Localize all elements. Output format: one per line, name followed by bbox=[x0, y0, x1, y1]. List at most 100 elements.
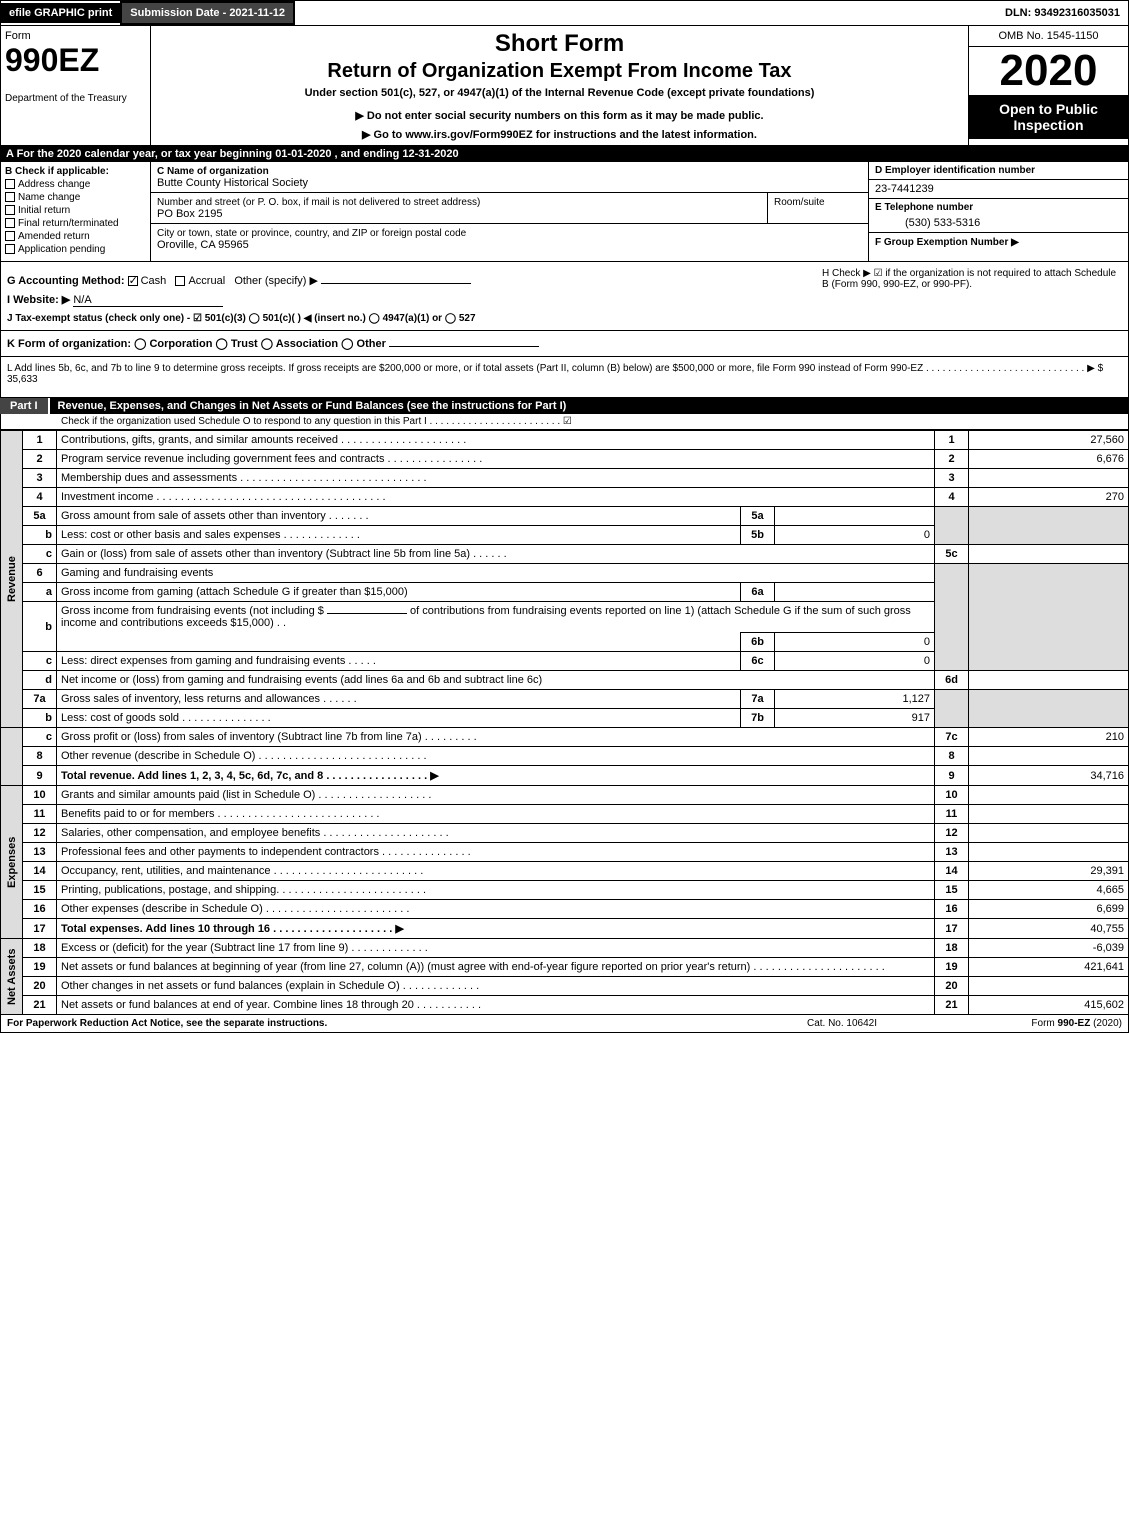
line-desc: Other revenue (describe in Schedule O) .… bbox=[57, 747, 935, 766]
ssn-notice: ▶ Do not enter social security numbers o… bbox=[159, 109, 960, 122]
section-b-checkboxes: B Check if applicable: Address change Na… bbox=[1, 162, 151, 261]
shaded-cell bbox=[969, 564, 1129, 671]
line-num: 2 bbox=[23, 450, 57, 469]
efile-graphic-print: efile GRAPHIC print bbox=[1, 3, 120, 23]
line-num: 19 bbox=[23, 958, 57, 977]
department-treasury: Department of the Treasury bbox=[5, 93, 146, 104]
form-year: 2020 bbox=[969, 47, 1128, 95]
line-rnum: 16 bbox=[935, 900, 969, 919]
line-val: 210 bbox=[969, 728, 1129, 747]
line-k: K Form of organization: ◯ Corporation ◯ … bbox=[7, 337, 1122, 350]
line-num: 10 bbox=[23, 786, 57, 805]
chk-name-change[interactable]: Name change bbox=[5, 192, 146, 203]
chk-address-change[interactable]: Address change bbox=[5, 179, 146, 190]
chk-final-return[interactable]: Final return/terminated bbox=[5, 218, 146, 229]
line-rnum: 14 bbox=[935, 862, 969, 881]
line-num: 20 bbox=[23, 977, 57, 996]
line-num: b bbox=[23, 526, 57, 545]
line-l: L Add lines 5b, 6c, and 7b to line 9 to … bbox=[7, 363, 1122, 385]
line-val: 415,602 bbox=[969, 996, 1129, 1015]
net-assets-side-label: Net Assets bbox=[1, 939, 23, 1015]
line-val: 4,665 bbox=[969, 881, 1129, 900]
line-desc: Benefits paid to or for members . . . . … bbox=[57, 805, 935, 824]
line-num: 21 bbox=[23, 996, 57, 1015]
under-section-text: Under section 501(c), 527, or 4947(a)(1)… bbox=[159, 87, 960, 99]
period-strip: A For the 2020 calendar year, or tax yea… bbox=[0, 146, 1129, 162]
line-desc: Program service revenue including govern… bbox=[57, 450, 935, 469]
g-other-field[interactable] bbox=[321, 283, 471, 284]
l-text: L Add lines 5b, 6c, and 7b to line 9 to … bbox=[7, 363, 1103, 374]
d-ein-label: D Employer identification number bbox=[869, 162, 1128, 180]
chk-amended-return[interactable]: Amended return bbox=[5, 231, 146, 242]
line-desc: Less: cost of goods sold . . . . . . . .… bbox=[57, 709, 741, 728]
shaded-cell bbox=[969, 690, 1129, 728]
form-word: Form bbox=[5, 30, 146, 42]
checkbox-icon[interactable] bbox=[128, 276, 138, 286]
revenue-side-cont bbox=[1, 728, 23, 786]
checkbox-icon bbox=[5, 244, 15, 254]
line-desc: Occupancy, rent, utilities, and maintena… bbox=[57, 862, 935, 881]
mini-num: 5b bbox=[741, 526, 775, 545]
c-street-label: Number and street (or P. O. box, if mail… bbox=[157, 197, 480, 208]
line-val: 34,716 bbox=[969, 766, 1129, 786]
line-val bbox=[969, 824, 1129, 843]
mini-val bbox=[775, 583, 935, 602]
l-amount: 35,633 bbox=[7, 374, 38, 385]
d-ein-value: 23-7441239 bbox=[869, 180, 1128, 199]
expenses-side-label: Expenses bbox=[1, 786, 23, 939]
line-num: 16 bbox=[23, 900, 57, 919]
line-desc: Net assets or fund balances at beginning… bbox=[57, 958, 935, 977]
form-number: 990EZ bbox=[5, 42, 146, 79]
checkbox-icon bbox=[5, 179, 15, 189]
top-bar: efile GRAPHIC print Submission Date - 20… bbox=[0, 0, 1129, 26]
g-accrual: Accrual bbox=[188, 275, 225, 287]
header-left: Form 990EZ Department of the Treasury bbox=[1, 26, 151, 145]
c-name-row: C Name of organization Butte County Hist… bbox=[151, 162, 868, 193]
c-room-block: Room/suite bbox=[768, 193, 868, 223]
line-desc-6b-1: Gross income from fundraising events (no… bbox=[57, 602, 935, 633]
k-text: K Form of organization: ◯ Corporation ◯ … bbox=[7, 338, 386, 350]
submission-date: Submission Date - 2021-11-12 bbox=[120, 1, 295, 25]
line-rnum: 13 bbox=[935, 843, 969, 862]
footer-left: For Paperwork Reduction Act Notice, see … bbox=[7, 1018, 742, 1029]
line-val bbox=[969, 469, 1129, 488]
i-label: I Website: ▶ bbox=[7, 294, 70, 306]
line-desc: Total revenue. Add lines 1, 2, 3, 4, 5c,… bbox=[57, 766, 935, 786]
checkbox-icon bbox=[5, 218, 15, 228]
line-rnum: 15 bbox=[935, 881, 969, 900]
line-rnum: 6d bbox=[935, 671, 969, 690]
form-header: Form 990EZ Department of the Treasury Sh… bbox=[0, 26, 1129, 146]
line-num: 13 bbox=[23, 843, 57, 862]
revenue-side-label: Revenue bbox=[1, 431, 23, 728]
part-i-header: Part I Revenue, Expenses, and Changes in… bbox=[0, 398, 1129, 414]
section-b-row: B Check if applicable: Address change Na… bbox=[0, 162, 1129, 262]
line-desc: Less: cost or other basis and sales expe… bbox=[57, 526, 741, 545]
chk-application-pending[interactable]: Application pending bbox=[5, 244, 146, 255]
line-num: b bbox=[23, 602, 57, 652]
line-rnum: 3 bbox=[935, 469, 969, 488]
line-j: J Tax-exempt status (check only one) - ☑… bbox=[7, 313, 1122, 324]
line-val: -6,039 bbox=[969, 939, 1129, 958]
c-city-label: City or town, state or province, country… bbox=[157, 228, 466, 239]
line-desc: Net income or (loss) from gaming and fun… bbox=[57, 671, 935, 690]
line-rnum: 12 bbox=[935, 824, 969, 843]
shaded-cell bbox=[935, 690, 969, 728]
mini-num: 7b bbox=[741, 709, 775, 728]
line-val: 6,676 bbox=[969, 450, 1129, 469]
line-num: 7a bbox=[23, 690, 57, 709]
line-rnum: 4 bbox=[935, 488, 969, 507]
chk-initial-return[interactable]: Initial return bbox=[5, 205, 146, 216]
c-street-block: Number and street (or P. O. box, if mail… bbox=[151, 193, 768, 223]
line-val: 40,755 bbox=[969, 919, 1129, 939]
part-i-sub: Check if the organization used Schedule … bbox=[0, 414, 1129, 430]
line-desc: Membership dues and assessments . . . . … bbox=[57, 469, 935, 488]
mini-num: 6c bbox=[741, 652, 775, 671]
c-name-label: C Name of organization bbox=[157, 166, 269, 177]
line-num: c bbox=[23, 545, 57, 564]
header-right: OMB No. 1545-1150 2020 Open to Public In… bbox=[968, 26, 1128, 145]
6b-amount-field[interactable] bbox=[327, 613, 407, 614]
line-desc: Investment income . . . . . . . . . . . … bbox=[57, 488, 935, 507]
checkbox-icon[interactable] bbox=[175, 276, 185, 286]
g-cash: Cash bbox=[141, 275, 167, 287]
k-other-field[interactable] bbox=[389, 346, 539, 347]
